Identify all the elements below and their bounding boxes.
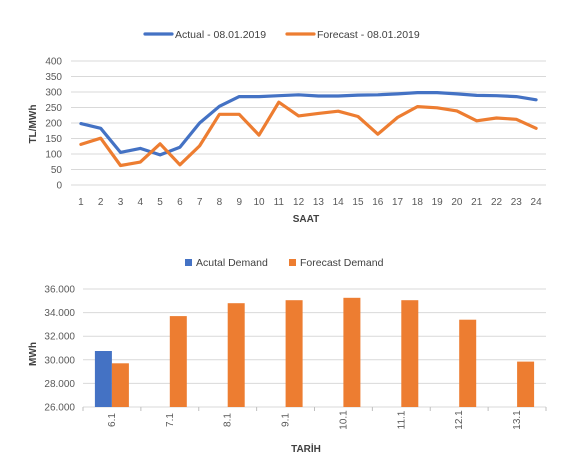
line-chart-x-tick-label: 7 (197, 197, 203, 208)
forecast-demand-bar (111, 363, 129, 407)
line-chart-y-tick-label: 0 (56, 181, 62, 192)
line-chart-x-tick-label: 3 (118, 197, 124, 208)
forecast-series-line (79, 100, 538, 168)
line-chart-x-tick-label: 24 (531, 197, 543, 208)
line-chart-gridlines (71, 60, 546, 186)
bar-chart-y-ticks: 26.000 28.000 30.000 32.000 34.000 36.000 (44, 285, 75, 414)
forecast-demand-bar (227, 303, 245, 407)
line-chart-x-tick-label: 5 (157, 197, 163, 208)
line-chart-x-tick-label: 11 (274, 197, 285, 208)
line-chart-legend: Actual - 08.01.2019 Forecast - 08.01.2019 (143, 29, 420, 41)
actual-series-line (79, 91, 538, 157)
line-chart-x-tick-label: 12 (293, 197, 305, 208)
bar-chart-x-tick-label: 8.1 (223, 413, 234, 427)
forecast-demand-bar (459, 319, 477, 407)
bar-chart-y-axis-title: MWh (28, 342, 39, 366)
line-chart-x-tick-label: 14 (333, 197, 345, 208)
bar-chart-x-tick-label: 6.1 (107, 413, 118, 427)
line-chart-y-axis-title: TL/MWh (28, 105, 39, 144)
bar-chart-y-tick-label: 26.000 (44, 403, 75, 414)
line-chart-x-tick-label: 9 (236, 197, 242, 208)
bar-chart-y-tick-label: 34.000 (44, 308, 75, 319)
bar-chart-legend-swatch (289, 259, 296, 266)
forecast-demand-bar (285, 300, 303, 407)
line-chart-y-ticks: 0 50 100 150 200 250 300 350 400 (45, 57, 62, 192)
bar-chart-gridlines (83, 288, 546, 408)
bar-chart-legend-swatch (185, 259, 192, 266)
line-chart-x-tick-label: 6 (177, 197, 183, 208)
bar-chart-legend-label: Forecast Demand (300, 257, 384, 269)
line-chart-x-ticks: 1 2 3 4 5 6 7 8 9 10 11 12 13 14 15 16 17 18 19 20 21 22 23 24 (78, 197, 542, 208)
line-chart-x-tick-label: 23 (511, 197, 523, 208)
bar-chart-x-tick-label: 9.1 (281, 413, 292, 427)
actual-demand-bar (94, 351, 112, 407)
line-chart-x-tick-label: 17 (392, 197, 404, 208)
bar-chart-y-tick-label: 28.000 (44, 379, 75, 390)
line-chart-x-tick-label: 16 (372, 197, 384, 208)
line-chart-y-tick-label: 200 (45, 119, 62, 130)
line-chart-x-tick-label: 1 (78, 197, 84, 208)
line-chart-x-tick-label: 15 (352, 197, 364, 208)
forecast-demand-bar (343, 297, 361, 407)
line-chart-x-tick-label: 10 (253, 197, 265, 208)
line-chart-y-tick-label: 350 (45, 72, 62, 83)
forecast-demand-bar (401, 300, 419, 407)
line-chart-legend-label: Actual - 08.01.2019 (175, 29, 266, 41)
bar-chart-x-ticks: 6.1 7.1 8.1 9.1 10.1 11.1 12.1 13.1 (82, 407, 547, 430)
bar-chart-x-tick-label: 10.1 (338, 410, 349, 430)
bar-chart-bars (94, 297, 535, 407)
bar-chart-y-tick-label: 36.000 (44, 285, 75, 296)
line-chart-x-tick-label: 2 (98, 197, 104, 208)
line-chart-x-tick-label: 21 (471, 197, 483, 208)
line-chart-y-tick-label: 400 (45, 57, 62, 68)
line-chart-x-tick-label: 4 (137, 197, 143, 208)
line-chart-x-tick-label: 20 (451, 197, 463, 208)
bar-chart: Acutal Demand Forecast Demand 26.000 28.00… (28, 257, 547, 455)
line-chart-x-tick-label: 13 (313, 197, 325, 208)
bar-chart-x-tick-label: 11.1 (396, 410, 407, 429)
line-chart-x-tick-label: 8 (217, 197, 223, 208)
bar-chart-x-axis-title: TARİH (291, 442, 321, 455)
bar-chart-y-tick-label: 32.000 (44, 332, 75, 343)
line-chart-y-tick-label: 50 (51, 165, 63, 176)
bar-chart-x-tick-label: 13.1 (512, 410, 523, 430)
line-chart-x-tick-label: 18 (412, 197, 424, 208)
forecast-demand-bar (169, 316, 187, 407)
line-chart-y-tick-label: 250 (45, 103, 62, 114)
bar-chart-x-tick-label: 7.1 (165, 413, 176, 427)
bar-chart-y-tick-label: 30.000 (44, 355, 75, 366)
bar-chart-legend-label: Acutal Demand (196, 257, 268, 269)
bar-chart-x-tick-label: 12.1 (454, 410, 465, 430)
line-chart-y-tick-label: 100 (45, 150, 62, 161)
line-chart-legend-label: Forecast - 08.01.2019 (317, 29, 420, 41)
line-chart-x-tick-label: 19 (432, 197, 444, 208)
line-chart-y-tick-label: 300 (45, 88, 62, 99)
bar-chart-legend: Acutal Demand Forecast Demand (185, 257, 384, 269)
line-chart-series (79, 91, 538, 168)
line-chart: Actual - 08.01.2019 Forecast - 08.01.2019… (28, 29, 546, 225)
line-chart-x-tick-label: 22 (491, 197, 503, 208)
line-chart-y-tick-label: 150 (45, 134, 62, 145)
forecast-demand-bar (517, 361, 535, 407)
line-chart-x-axis-title: SAAT (293, 214, 319, 225)
